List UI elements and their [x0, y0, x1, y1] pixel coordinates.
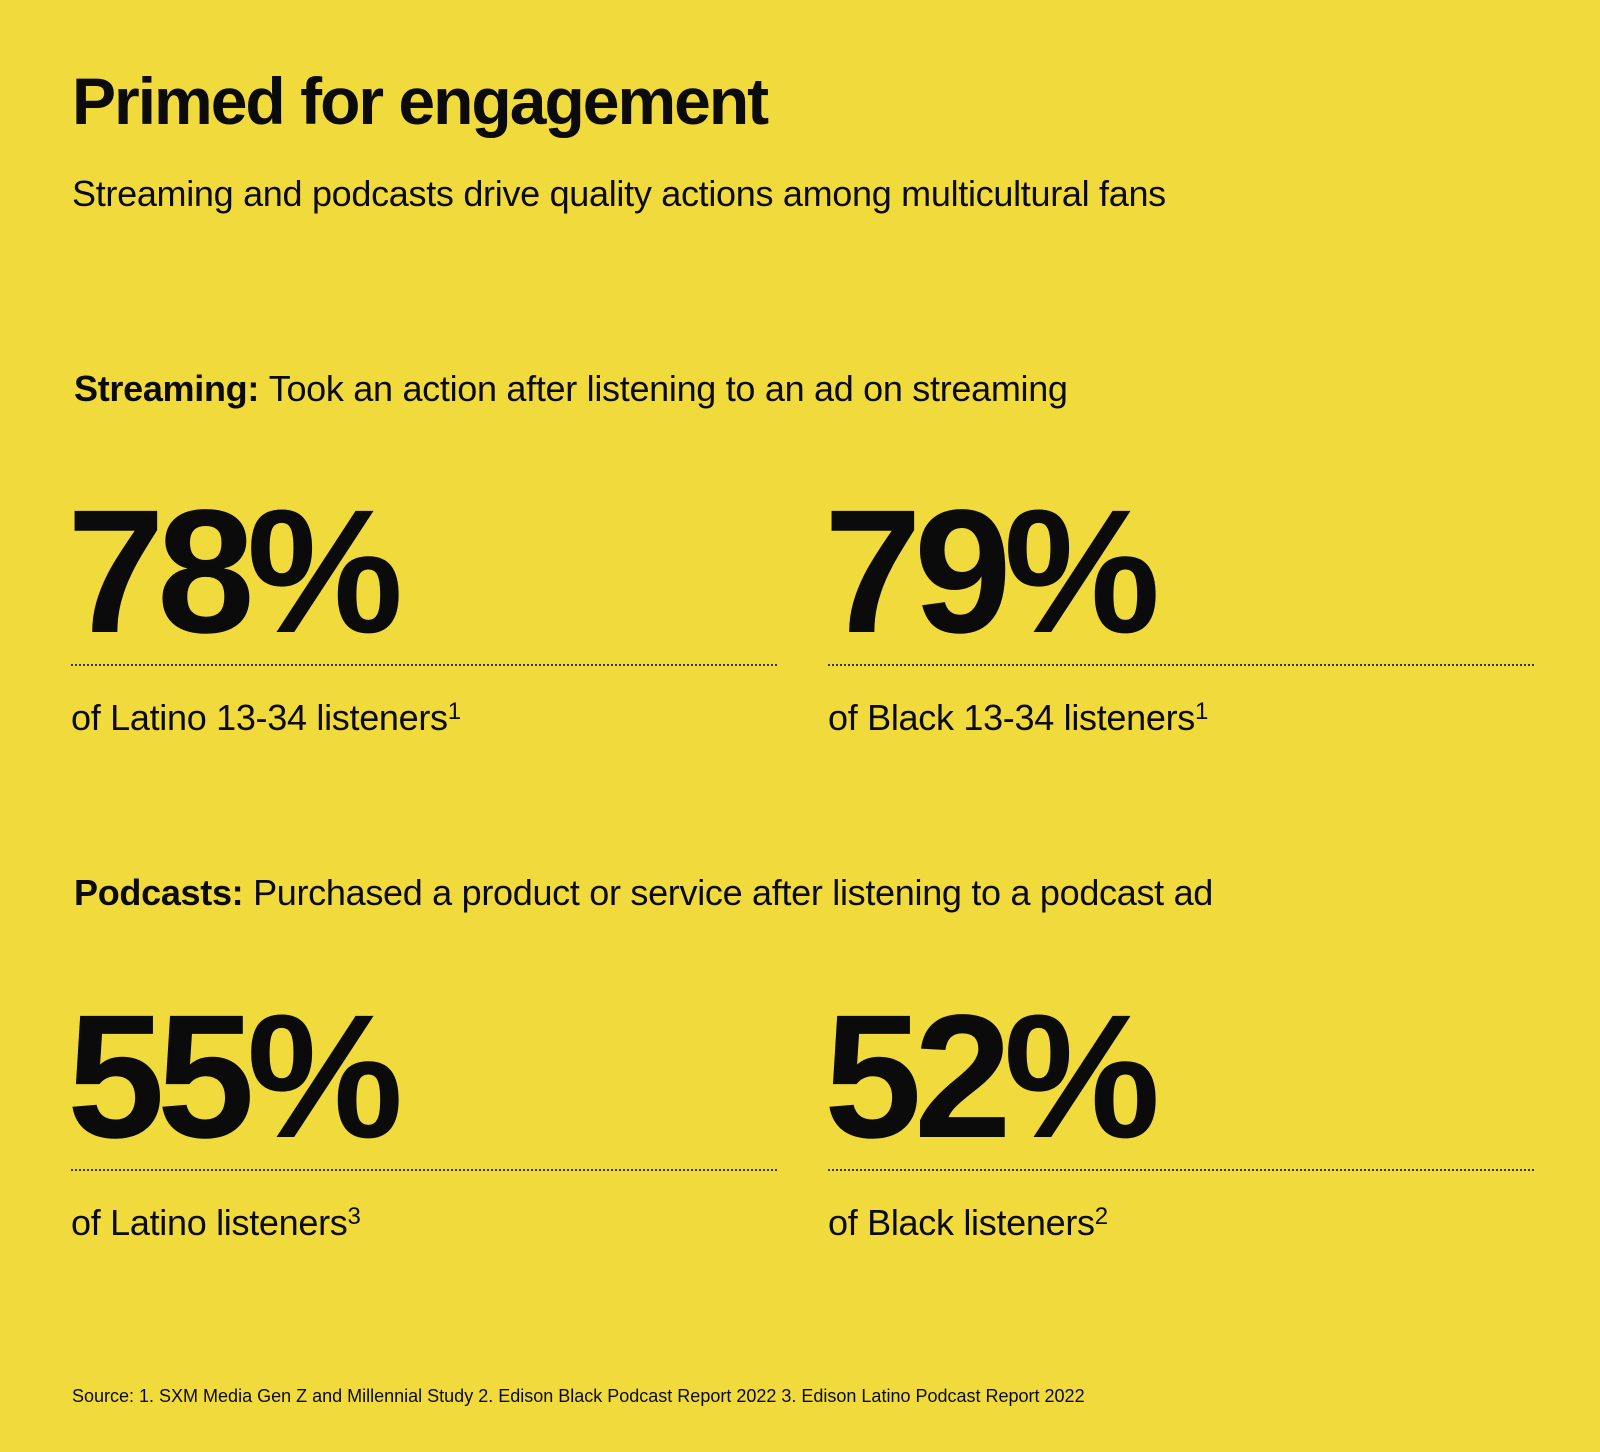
stat-caption-text: of Latino 13-34 listeners — [71, 697, 448, 738]
stat-caption: of Black 13-34 listeners1 — [828, 696, 1208, 740]
stat-caption: of Black listeners2 — [828, 1201, 1108, 1245]
streaming-label: Streaming: — [74, 368, 260, 409]
page-title: Primed for engagement — [72, 64, 769, 138]
dotted-divider — [828, 664, 1534, 666]
stat-value: 79% — [824, 474, 1160, 670]
stat-caption: of Latino listeners3 — [71, 1201, 361, 1245]
stat-value: 52% — [824, 979, 1160, 1175]
page-subtitle: Streaming and podcasts drive quality act… — [72, 173, 1166, 214]
footnote-marker: 1 — [447, 698, 461, 725]
streaming-section-heading: Streaming: Took an action after listenin… — [74, 367, 1068, 411]
footnote-marker: 1 — [1195, 698, 1209, 725]
dotted-divider — [828, 1169, 1534, 1171]
dotted-divider — [71, 1169, 777, 1171]
podcasts-section-heading: Podcasts: Purchased a product or service… — [74, 871, 1213, 915]
stat-caption-text: of Black listeners — [828, 1202, 1095, 1243]
footnote-marker: 2 — [1094, 1203, 1108, 1230]
streaming-description: Took an action after listening to an ad … — [268, 368, 1068, 409]
footnote-marker: 3 — [347, 1203, 361, 1230]
stat-value: 78% — [67, 474, 403, 670]
stat-caption-text: of Black 13-34 listeners — [828, 697, 1195, 738]
podcasts-description: Purchased a product or service after lis… — [253, 872, 1214, 913]
podcasts-label: Podcasts: — [74, 872, 244, 913]
stat-value: 55% — [67, 979, 403, 1175]
source-footnote: Source: 1. SXM Media Gen Z and Millennia… — [72, 1386, 1085, 1406]
stat-caption-text: of Latino listeners — [71, 1202, 348, 1243]
dotted-divider — [71, 664, 777, 666]
stat-caption: of Latino 13-34 listeners1 — [71, 696, 461, 740]
